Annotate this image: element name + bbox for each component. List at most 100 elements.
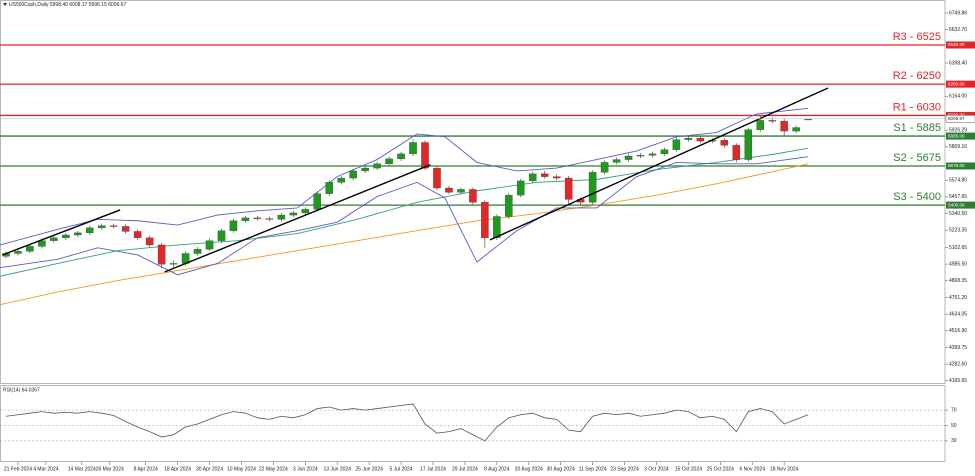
- y-tick-label: 4282.60: [949, 361, 967, 367]
- rsi-title: RSI(14) 64.0367: [3, 387, 40, 393]
- y-tick-label: 5809.16: [949, 144, 967, 150]
- y-tick-label: 70: [951, 407, 957, 413]
- x-tick-label: 5 Jul 2024: [390, 466, 413, 472]
- candle-body: [277, 214, 286, 220]
- candle-body: [445, 187, 453, 193]
- x-tick-label: 3 Jun 2024: [293, 466, 318, 472]
- candle-body: [229, 220, 238, 231]
- y-tick-label: 4751.20: [949, 295, 967, 301]
- y-tick-label: 5457.65: [949, 194, 967, 200]
- candle-body: [684, 138, 693, 140]
- x-tick-label: 3 Oct 2024: [644, 466, 669, 472]
- candle-body: [564, 177, 573, 200]
- candle-body: [86, 227, 94, 234]
- y-tick-label: 4165.65: [949, 378, 967, 384]
- x-tick-label: 18 Apr 2024: [164, 466, 191, 472]
- indicator-line: [0, 163, 809, 306]
- y-tick-label: 4985.50: [949, 261, 967, 267]
- indicator-line: [0, 107, 809, 246]
- candle-body: [337, 177, 345, 183]
- level-tag-box: [946, 80, 975, 88]
- last-price-box: [945, 115, 975, 123]
- y-tick-label: 6632.70: [949, 27, 967, 33]
- level-tag-box: [946, 132, 975, 140]
- candle-body: [325, 182, 333, 194]
- rsi-line: [5, 403, 809, 442]
- level-tag: 5675.00: [948, 163, 965, 168]
- candle-body: [660, 149, 669, 155]
- candle-body: [469, 189, 477, 203]
- y-tick-label: 5574.80: [949, 178, 967, 184]
- y-tick-label: 4399.75: [949, 345, 967, 351]
- level-tag-box: [946, 41, 975, 49]
- x-tick-label: 6 Nov 2024: [739, 466, 765, 472]
- level-label: R2 - 6250: [893, 70, 941, 82]
- level-tag: 5885.00: [948, 133, 965, 138]
- x-tick-label: 22 May 2024: [259, 466, 288, 472]
- candle-body: [421, 142, 429, 169]
- candle-body: [792, 127, 800, 132]
- candle-body: [133, 231, 142, 238]
- y-tick-label: 6398.40: [949, 60, 967, 66]
- x-tick-label: 18 Nov 2024: [770, 466, 799, 472]
- y-tick-label: 4634.05: [949, 311, 967, 317]
- candle-body: [612, 159, 621, 163]
- x-tick-label: 17 Jul 2024: [420, 466, 446, 472]
- candle-body: [517, 180, 525, 196]
- candle-body: [385, 158, 393, 164]
- candle-body: [289, 212, 298, 216]
- x-tick-label: 4 Mar 2024: [33, 466, 59, 472]
- candle-body: [648, 153, 657, 156]
- candle-body: [540, 173, 549, 177]
- candle-body: [50, 237, 58, 241]
- y-tick-label: 4868.35: [949, 278, 967, 284]
- candle-body: [253, 217, 262, 219]
- candle-body: [600, 162, 609, 173]
- x-tick-label: 25 Oct 2024: [707, 466, 734, 472]
- candle-body: [373, 163, 381, 169]
- candle-body: [409, 142, 417, 155]
- y-tick-label: 6164.00: [949, 94, 967, 100]
- y-tick-label: 50: [951, 423, 957, 429]
- x-tick-label: 11 Sep 2024: [579, 466, 607, 472]
- candle-body: [217, 230, 226, 241]
- candle-body: [14, 251, 22, 254]
- candle-body: [457, 189, 465, 193]
- x-tick-label: 25 Jun 2024: [355, 466, 383, 472]
- candle-body: [481, 202, 489, 238]
- header-icon: [3, 3, 7, 6]
- candle-body: [26, 246, 34, 252]
- indicator-line: [0, 147, 809, 277]
- candle-body: [349, 170, 357, 179]
- candle-body: [780, 120, 788, 132]
- x-tick-label: 8 Apr 2024: [134, 466, 158, 472]
- candle-body: [636, 155, 645, 157]
- candle-body: [588, 172, 597, 203]
- candle-body: [744, 129, 752, 160]
- level-tag-box: [946, 201, 975, 209]
- candle-body: [193, 249, 202, 254]
- last-price-tag: 6006.67: [948, 116, 965, 121]
- y-tick-label: 5223.35: [949, 228, 967, 234]
- candle-body: [433, 167, 441, 189]
- level-label: R3 - 6525: [893, 31, 941, 43]
- trendline: [164, 164, 431, 273]
- candle-body: [361, 167, 369, 172]
- level-label: S2 - 5675: [893, 152, 941, 164]
- x-tick-label: 8 Aug 2024: [484, 466, 510, 472]
- level-tag: 5400.00: [948, 202, 965, 207]
- y-tick-label: 5926.29: [949, 128, 967, 134]
- y-tick-label: 30: [951, 438, 957, 444]
- x-tick-label: 15 Oct 2024: [675, 466, 702, 472]
- candle-body: [38, 240, 46, 247]
- candle-body: [313, 193, 322, 210]
- level-tag: 6525.00: [948, 42, 965, 47]
- candle-body: [552, 176, 561, 179]
- candle-body: [672, 139, 681, 150]
- candle-body: [205, 240, 214, 250]
- y-tick-label: 5340.50: [949, 211, 967, 217]
- x-tick-label: 30 Aug 2024: [547, 466, 575, 472]
- candle-body: [696, 138, 705, 142]
